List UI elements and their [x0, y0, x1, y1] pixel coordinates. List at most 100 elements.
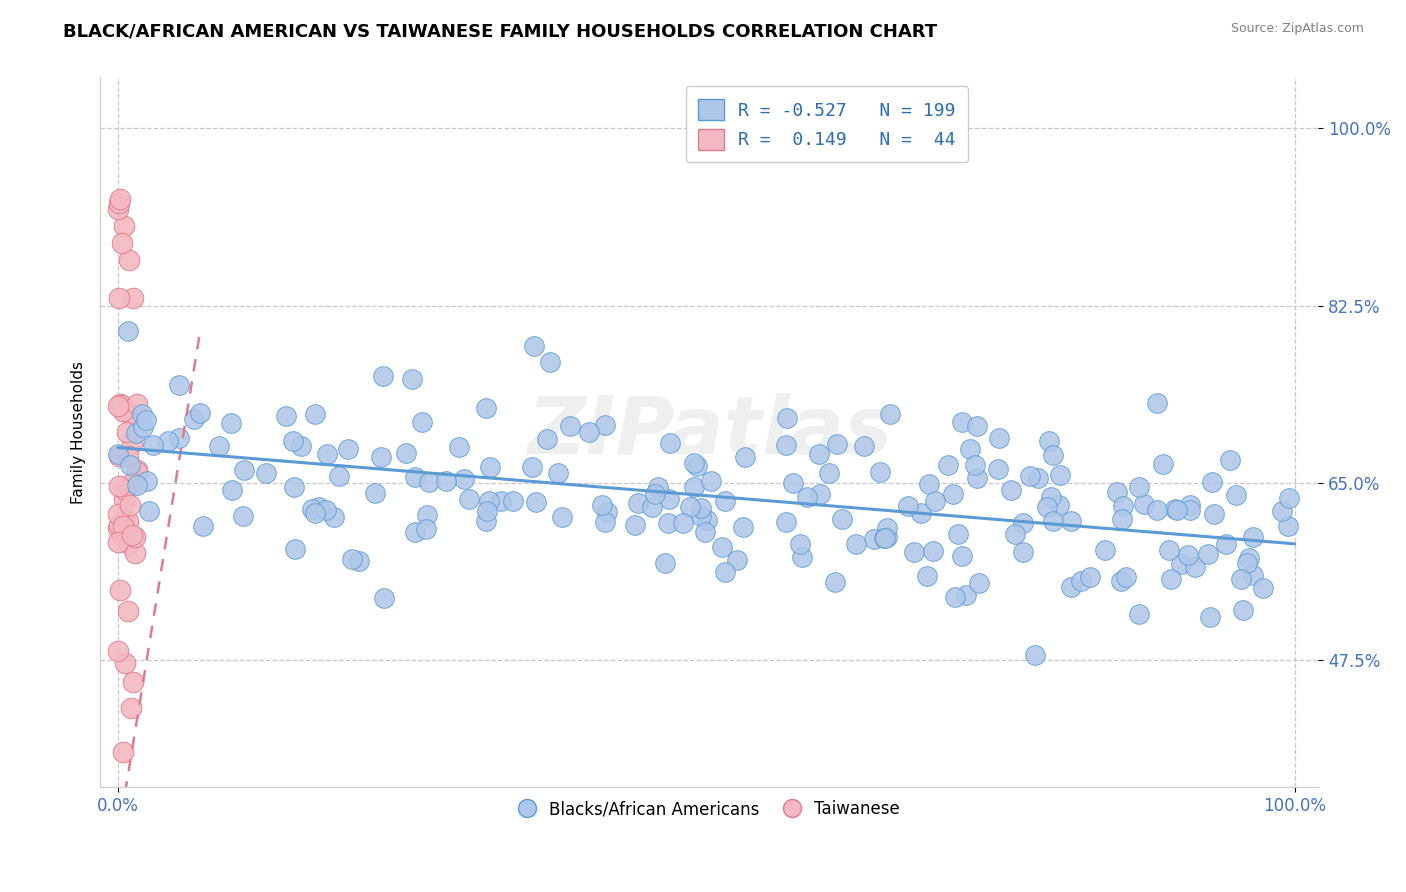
Point: [121, 674, 143, 689]
Point: [1232, 603, 1254, 617]
Point: [624, 518, 647, 533]
Point: [678, 500, 700, 514]
Point: [789, 536, 811, 550]
Point: [987, 461, 1010, 475]
Point: [1060, 514, 1083, 528]
Point: [1039, 490, 1062, 504]
Point: [1152, 457, 1174, 471]
Legend: Blacks/African Americans, Taiwanese: Blacks/African Americans, Taiwanese: [512, 794, 907, 825]
Point: [689, 508, 711, 523]
Point: [1011, 516, 1033, 531]
Point: [644, 487, 666, 501]
Point: [863, 532, 886, 546]
Point: [1146, 395, 1168, 409]
Point: [1115, 569, 1137, 583]
Point: [524, 494, 547, 508]
Point: [112, 518, 135, 533]
Point: [876, 521, 898, 535]
Point: [1237, 551, 1260, 566]
Text: ZIPatlas: ZIPatlas: [527, 393, 891, 471]
Point: [943, 590, 966, 604]
Point: [232, 509, 254, 524]
Point: [124, 426, 146, 441]
Point: [347, 554, 370, 568]
Point: [373, 591, 395, 605]
Point: [853, 439, 876, 453]
Point: [124, 545, 146, 559]
Point: [1215, 537, 1237, 551]
Point: [404, 525, 426, 540]
Point: [1170, 557, 1192, 571]
Point: [370, 450, 392, 465]
Point: [315, 503, 337, 517]
Point: [918, 477, 941, 491]
Point: [988, 431, 1011, 445]
Point: [647, 480, 669, 494]
Point: [107, 644, 129, 658]
Point: [453, 472, 475, 486]
Point: [520, 459, 543, 474]
Point: [107, 291, 129, 305]
Point: [578, 425, 600, 439]
Point: [1157, 543, 1180, 558]
Point: [950, 415, 973, 429]
Point: [475, 401, 498, 416]
Point: [395, 446, 418, 460]
Point: [1024, 648, 1046, 663]
Point: [1133, 497, 1156, 511]
Point: [693, 525, 716, 540]
Point: [135, 412, 157, 426]
Point: [290, 438, 312, 452]
Point: [364, 485, 387, 500]
Point: [121, 475, 143, 490]
Point: [479, 460, 502, 475]
Point: [157, 434, 180, 448]
Point: [1225, 488, 1247, 502]
Point: [120, 701, 142, 715]
Point: [304, 408, 326, 422]
Point: [942, 487, 965, 501]
Point: [922, 544, 945, 558]
Point: [796, 490, 818, 504]
Point: [1164, 501, 1187, 516]
Point: [1199, 610, 1222, 624]
Point: [135, 474, 157, 488]
Point: [121, 528, 143, 542]
Point: [733, 520, 755, 534]
Point: [696, 514, 718, 528]
Point: [955, 588, 977, 602]
Point: [1201, 475, 1223, 490]
Point: [131, 407, 153, 421]
Point: [792, 549, 814, 564]
Point: [1112, 500, 1135, 514]
Point: [963, 458, 986, 472]
Point: [1241, 568, 1264, 582]
Point: [107, 447, 129, 461]
Point: [725, 553, 748, 567]
Point: [683, 479, 706, 493]
Point: [879, 407, 901, 421]
Point: [489, 493, 512, 508]
Point: [1271, 503, 1294, 517]
Point: [108, 450, 131, 464]
Point: [281, 434, 304, 449]
Point: [107, 202, 129, 216]
Point: [948, 527, 970, 541]
Point: [1146, 503, 1168, 517]
Point: [1241, 530, 1264, 544]
Point: [1219, 453, 1241, 467]
Point: [118, 407, 141, 421]
Point: [1109, 574, 1132, 588]
Point: [547, 466, 569, 480]
Point: [641, 500, 664, 514]
Point: [1166, 503, 1188, 517]
Point: [776, 410, 799, 425]
Point: [807, 446, 830, 460]
Point: [107, 535, 129, 549]
Point: [915, 569, 938, 583]
Point: [966, 419, 988, 434]
Point: [138, 504, 160, 518]
Point: [111, 398, 134, 412]
Point: [869, 466, 891, 480]
Point: [117, 514, 139, 528]
